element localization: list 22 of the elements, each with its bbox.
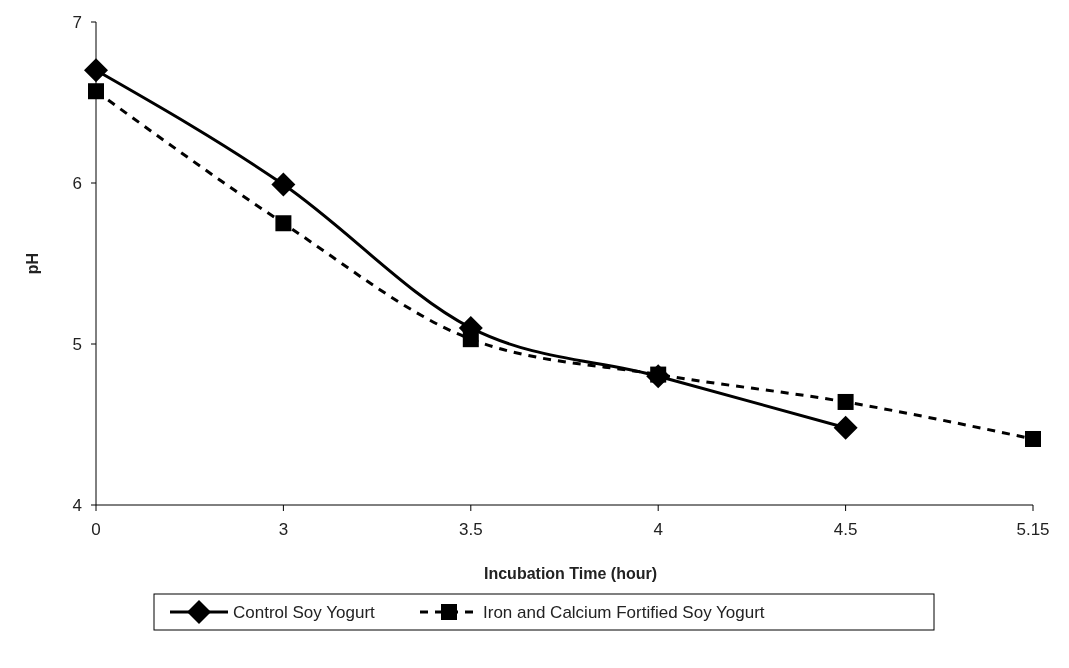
legend-label: Iron and Calcium Fortified Soy Yogurt bbox=[483, 602, 765, 622]
x-tick-label: 4 bbox=[653, 520, 663, 539]
x-tick-label: 4.5 bbox=[833, 520, 858, 539]
point bbox=[462, 331, 479, 348]
y-tick-label: 7 bbox=[72, 12, 82, 32]
x-axis-title: Incubation Time (hour) bbox=[483, 565, 658, 582]
legend-label: Control Soy Yogurt bbox=[233, 602, 376, 622]
y-tick-label: 6 bbox=[72, 173, 82, 193]
point bbox=[84, 58, 108, 83]
point bbox=[88, 83, 104, 100]
x-tick-label: 3.5 bbox=[458, 520, 483, 539]
point bbox=[833, 415, 858, 440]
x-tick-label: 5.15 bbox=[1016, 520, 1050, 539]
y-axis-title: pH bbox=[24, 252, 41, 275]
x-tick-label: 3 bbox=[278, 520, 289, 539]
point bbox=[275, 215, 292, 232]
point bbox=[837, 393, 854, 410]
x-tick-label: 0 bbox=[91, 520, 101, 539]
y-tick-label: 5 bbox=[72, 334, 82, 354]
point bbox=[1025, 430, 1041, 447]
point bbox=[271, 172, 296, 197]
y-tick-label: 4 bbox=[72, 495, 82, 515]
